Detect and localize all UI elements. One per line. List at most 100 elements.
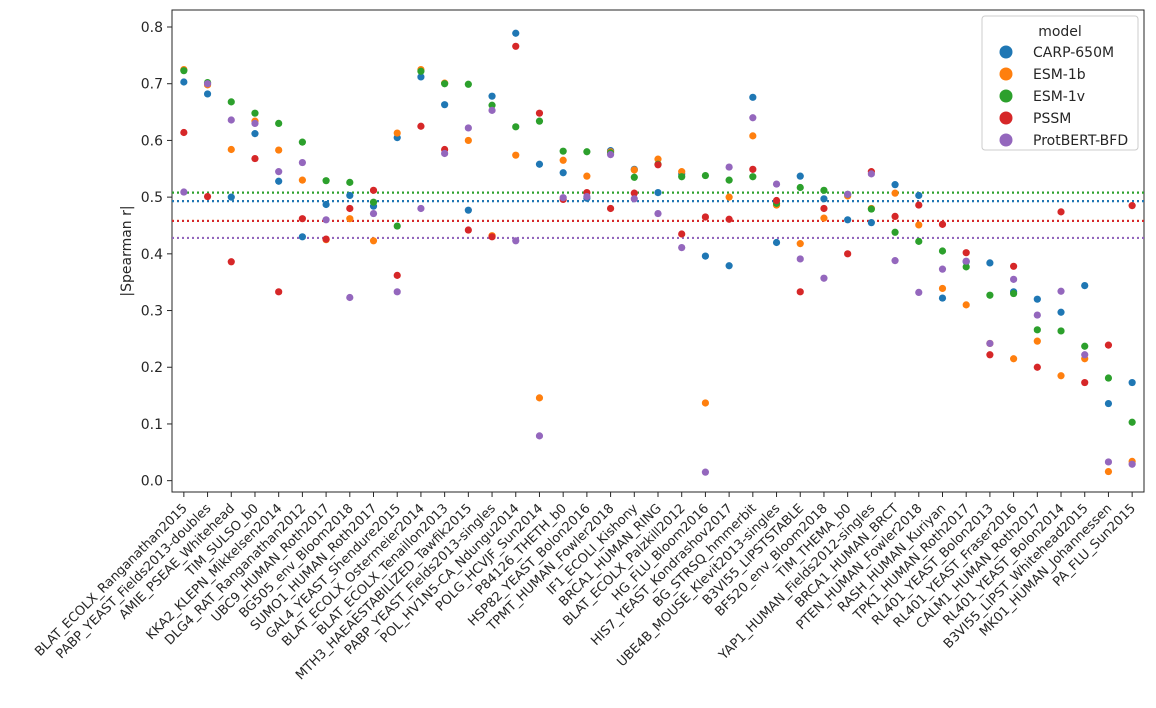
legend-marker-esm-1b bbox=[999, 67, 1013, 81]
point-pssm bbox=[606, 204, 615, 213]
point-pssm bbox=[796, 288, 804, 296]
point-esm-1v bbox=[962, 263, 970, 271]
point-carp-650m bbox=[441, 101, 449, 109]
point-esm-1b bbox=[346, 215, 354, 223]
point-esm-1b bbox=[749, 132, 757, 140]
point-esm-1v bbox=[417, 67, 425, 75]
point-esm-1v bbox=[559, 147, 567, 155]
point-pssm bbox=[417, 122, 425, 130]
point-pssm bbox=[227, 258, 235, 266]
point-esm-1b bbox=[227, 145, 235, 154]
point-carp-650m bbox=[1128, 378, 1136, 387]
point-pssm bbox=[1128, 202, 1136, 210]
y-tick-label: 0.8 bbox=[141, 20, 163, 36]
legend-label-protbert-bfd: ProtBERT-BFD bbox=[1033, 133, 1128, 149]
point-carp-650m bbox=[322, 200, 330, 209]
point-protbert-bfd bbox=[725, 163, 733, 171]
point-esm-1v bbox=[227, 98, 235, 106]
point-carp-650m bbox=[251, 130, 259, 138]
point-carp-650m bbox=[986, 259, 994, 267]
point-protbert-bfd bbox=[630, 195, 638, 203]
point-pssm bbox=[654, 161, 662, 169]
mean-lines bbox=[172, 191, 1144, 240]
point-protbert-bfd bbox=[417, 204, 425, 213]
point-esm-1v bbox=[796, 183, 804, 192]
point-esm-1v bbox=[441, 80, 449, 88]
point-protbert-bfd bbox=[1010, 275, 1018, 283]
point-carp-650m bbox=[725, 262, 733, 270]
point-esm-1b bbox=[512, 151, 520, 159]
point-pssm bbox=[1081, 378, 1089, 387]
y-tick-label: 0.6 bbox=[141, 133, 163, 149]
legend-frame bbox=[981, 15, 1139, 151]
point-protbert-bfd bbox=[559, 194, 567, 202]
point-esm-1b bbox=[559, 156, 567, 164]
point-esm-1v bbox=[251, 109, 259, 117]
point-pssm bbox=[1033, 363, 1041, 371]
point-pssm bbox=[1104, 341, 1113, 349]
point-protbert-bfd bbox=[678, 243, 686, 252]
point-pssm bbox=[346, 204, 354, 213]
point-protbert-bfd bbox=[464, 124, 472, 132]
point-carp-650m bbox=[820, 195, 828, 203]
point-protbert-bfd bbox=[1104, 458, 1113, 466]
point-carp-650m bbox=[867, 219, 875, 227]
legend-marker-protbert-bfd bbox=[999, 133, 1013, 147]
y-tick-label: 0.2 bbox=[141, 360, 163, 376]
point-esm-1b bbox=[820, 214, 828, 222]
point-esm-1b bbox=[369, 237, 378, 245]
point-protbert-bfd bbox=[251, 119, 259, 128]
point-pssm bbox=[1057, 208, 1065, 216]
point-esm-1v bbox=[1104, 374, 1113, 382]
point-esm-1b bbox=[1057, 372, 1065, 380]
point-carp-650m bbox=[701, 252, 710, 260]
point-protbert-bfd bbox=[749, 114, 757, 122]
point-pssm bbox=[275, 288, 283, 296]
point-protbert-bfd bbox=[796, 255, 804, 263]
point-pssm bbox=[512, 42, 520, 50]
point-pssm bbox=[203, 192, 212, 201]
point-esm-1v bbox=[535, 117, 544, 125]
point-pssm bbox=[251, 154, 259, 163]
point-carp-650m bbox=[844, 216, 852, 224]
point-protbert-bfd bbox=[772, 180, 781, 188]
point-carp-650m bbox=[180, 78, 188, 86]
point-esm-1b bbox=[583, 172, 591, 180]
point-pssm bbox=[678, 230, 686, 238]
legend-marker-carp-650m bbox=[999, 45, 1013, 59]
point-carp-650m bbox=[772, 238, 781, 247]
y-tick-label: 0.5 bbox=[141, 190, 163, 206]
legend-label-esm-1v: ESM-1v bbox=[1033, 89, 1085, 105]
point-pssm bbox=[915, 201, 923, 209]
point-carp-650m bbox=[298, 233, 306, 241]
point-esm-1v bbox=[275, 119, 283, 128]
point-esm-1v bbox=[678, 173, 686, 181]
y-axis: 0.0 0.1 0.2 0.3 0.4 0.5 0.6 0.7 0.8 bbox=[141, 20, 172, 490]
point-pssm bbox=[393, 271, 401, 279]
point-pssm bbox=[488, 233, 496, 241]
point-esm-1b bbox=[1104, 467, 1113, 476]
point-esm-1v bbox=[1128, 418, 1136, 426]
point-esm-1v bbox=[393, 222, 401, 230]
point-carp-650m bbox=[417, 73, 425, 81]
point-esm-1v bbox=[986, 291, 994, 299]
point-protbert-bfd bbox=[583, 192, 591, 201]
point-pssm bbox=[772, 196, 781, 205]
legend-marker-esm-1v bbox=[999, 89, 1013, 103]
point-pssm bbox=[369, 186, 378, 194]
point-esm-1v bbox=[867, 205, 875, 213]
point-esm-1v bbox=[701, 171, 710, 180]
point-pssm bbox=[464, 226, 472, 234]
point-pssm bbox=[725, 215, 733, 223]
point-esm-1b bbox=[654, 155, 662, 163]
x-axis: BLAT_ECOLX_Ranganathan2015PABP_YEAST_Fie… bbox=[32, 492, 1139, 683]
y-tick-label: 0.4 bbox=[141, 247, 163, 263]
point-pssm bbox=[820, 204, 828, 213]
point-protbert-bfd bbox=[512, 237, 520, 245]
point-carp-650m bbox=[1033, 295, 1041, 303]
point-esm-1b bbox=[915, 221, 923, 229]
point-esm-1v bbox=[820, 186, 828, 194]
point-pssm bbox=[1010, 262, 1018, 270]
point-carp-650m bbox=[796, 172, 804, 180]
point-protbert-bfd bbox=[1128, 460, 1136, 468]
